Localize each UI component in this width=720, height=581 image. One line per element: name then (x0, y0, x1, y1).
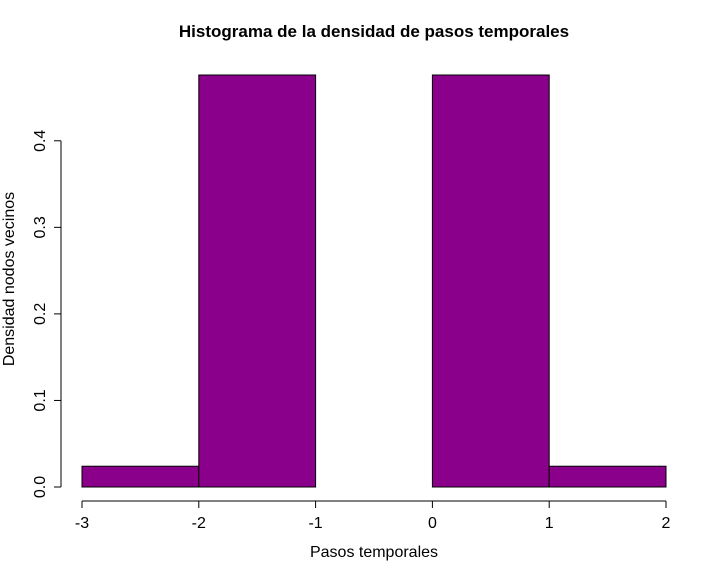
y-tick-label: 0.1 (32, 389, 49, 411)
x-tick-label: -2 (192, 515, 206, 532)
x-tick-label: 2 (662, 515, 671, 532)
x-tick-label: -1 (308, 515, 322, 532)
x-axis: -3 -2 -1 0 1 2 (75, 500, 671, 532)
bars-group (81, 74, 667, 488)
histogram-bar-1 (81, 465, 200, 488)
x-tick-label: 0 (428, 515, 437, 532)
histogram-bar-2 (198, 74, 317, 488)
histogram-bar-5 (548, 465, 667, 488)
chart-title: Histograma de la densidad de pasos tempo… (179, 22, 569, 41)
y-tick-label: 0.2 (32, 303, 49, 325)
y-axis-label: Densidad nodos vecinos (1, 192, 18, 366)
y-tick-label: 0.0 (32, 476, 49, 498)
y-tick-label: 0.4 (32, 130, 49, 152)
y-axis: 0.0 0.1 0.2 0.3 0.4 (32, 130, 62, 498)
x-tick-label: -3 (75, 515, 89, 532)
x-axis-label: Pasos temporales (310, 544, 438, 561)
x-tick-label: 1 (545, 515, 554, 532)
histogram-bar-4 (431, 74, 550, 488)
y-tick-label: 0.3 (32, 216, 49, 238)
